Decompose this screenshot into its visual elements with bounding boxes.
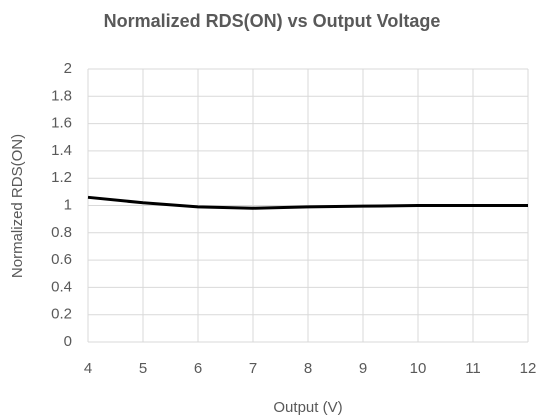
- x-tick-label: 10: [410, 360, 427, 377]
- chart-title: Normalized RDS(ON) vs Output Voltage: [104, 11, 441, 31]
- y-tick-label: 1.8: [51, 87, 72, 104]
- x-tick-label: 12: [520, 360, 537, 377]
- y-tick-label: 0: [64, 333, 72, 350]
- y-tick-label: 0.2: [51, 306, 72, 323]
- y-tick-label: 0.4: [51, 278, 72, 295]
- y-tick-label: 0.6: [51, 251, 72, 268]
- y-axis-label: Normalized RDS(ON): [9, 134, 26, 278]
- y-tick-label: 1.4: [51, 142, 72, 159]
- data-line: [87, 195, 528, 210]
- x-tick-label: 5: [139, 360, 147, 377]
- y-tick-label: 1.2: [51, 169, 72, 186]
- x-tick-label: 7: [249, 360, 257, 377]
- x-axis-label: Output (V): [273, 399, 342, 416]
- y-tick-label: 1: [64, 196, 72, 213]
- y-tick-label: 1.6: [51, 115, 72, 132]
- y-tick-label: 0.8: [51, 224, 72, 241]
- x-tick-label: 4: [84, 360, 92, 377]
- x-tick-label: 8: [304, 360, 312, 377]
- x-tick-label: 9: [359, 360, 367, 377]
- y-tick-label: 2: [64, 60, 72, 77]
- x-tick-label: 6: [194, 360, 202, 377]
- x-tick-label: 11: [465, 360, 481, 377]
